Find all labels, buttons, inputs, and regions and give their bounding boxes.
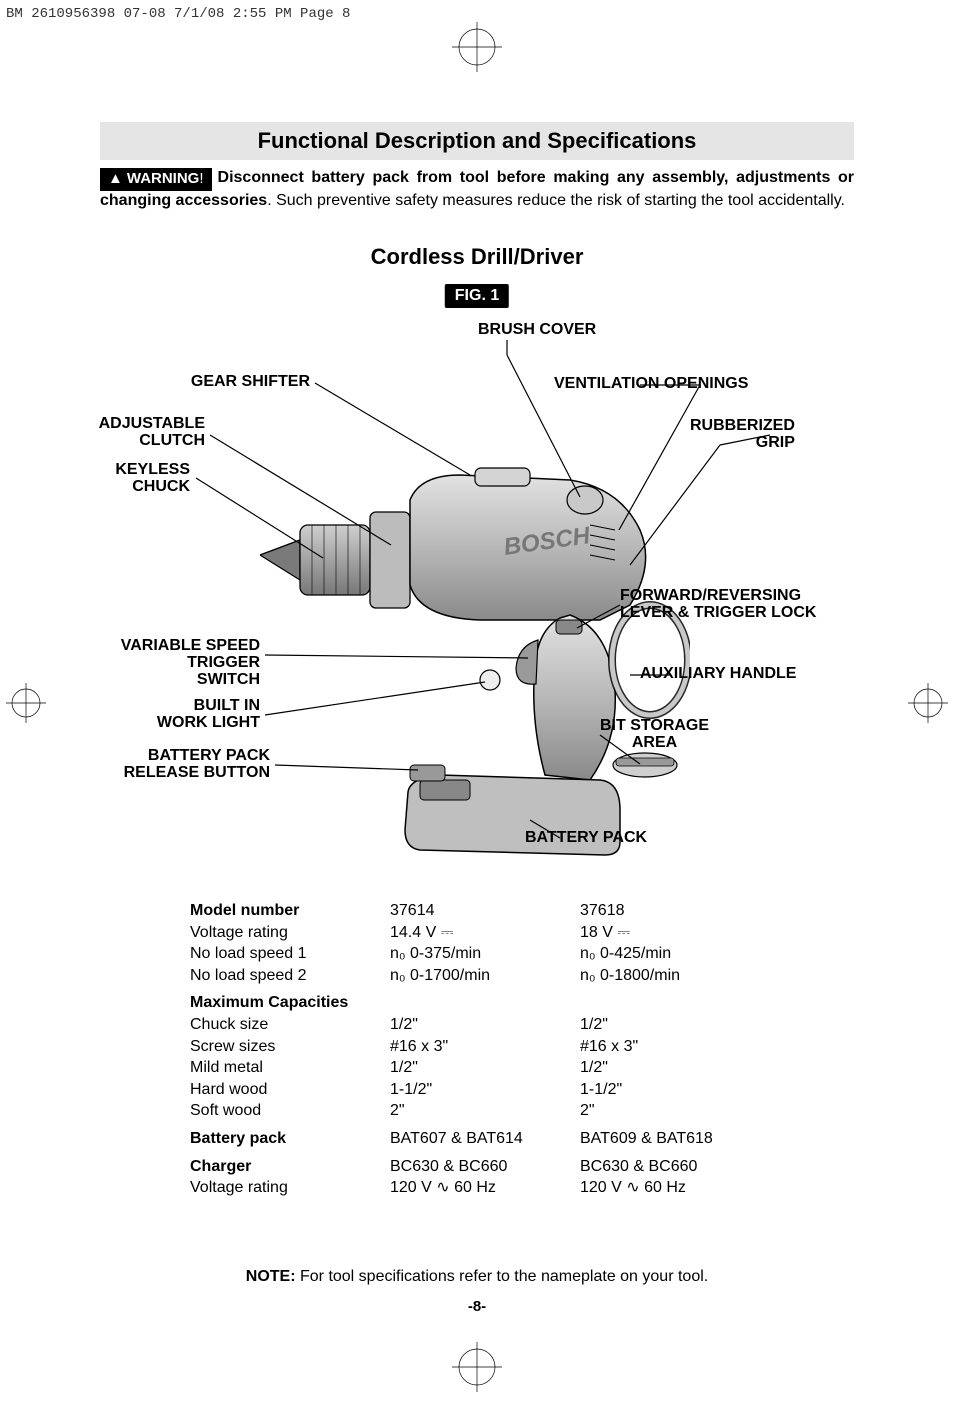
page-number: -8- xyxy=(100,1298,854,1315)
spec-col2: BAT609 & BAT618 xyxy=(580,1128,770,1150)
table-row: Model number 37614 37618 xyxy=(190,900,790,922)
callout-keyless-l2: CHUCK xyxy=(132,478,190,495)
table-row: Battery pack BAT607 & BAT614 BAT609 & BA… xyxy=(190,1128,790,1150)
callout-bit-l1: BIT STORAGE xyxy=(600,717,709,734)
spec-col2: 18 V ⎓ xyxy=(580,922,770,944)
crop-mark-top xyxy=(452,22,502,72)
table-row: Charger BC630 & BC660 BC630 & BC660 xyxy=(190,1156,790,1178)
spec-col2: n₀ 0-425/min xyxy=(580,943,770,965)
spec-label: Mild metal xyxy=(190,1057,390,1079)
spec-label: Hard wood xyxy=(190,1079,390,1101)
callout-bit-l2: AREA xyxy=(600,735,709,752)
spec-col1: 120 V ∿ 60 Hz xyxy=(390,1177,580,1199)
note-line: NOTE: For tool specifications refer to t… xyxy=(100,1268,854,1286)
callout-bitstorage: BIT STORAGE AREA xyxy=(600,718,709,752)
callout-adj-clutch: ADJUSTABLE CLUTCH xyxy=(90,416,205,450)
callout-builtin-l1: BUILT IN xyxy=(194,697,260,714)
callout-adj-clutch-l1: ADJUSTABLE xyxy=(99,415,205,432)
callout-fwd-l1: FORWARD/REVERSING xyxy=(620,587,801,604)
spec-col1: #16 x 3" xyxy=(390,1036,580,1058)
page-title: Functional Description and Specification… xyxy=(100,122,854,160)
callout-rubberized: RUBBERIZED GRIP xyxy=(690,418,795,452)
callout-var-l1: VARIABLE SPEED xyxy=(121,637,260,654)
spec-label: Chuck size xyxy=(190,1014,390,1036)
spec-col1: 37614 xyxy=(390,900,580,922)
callout-brush-cover: BRUSH COVER xyxy=(478,322,596,339)
table-row: No load speed 2 n₀ 0-1700/min n₀ 0-1800/… xyxy=(190,965,790,987)
spec-col1: 2" xyxy=(390,1100,580,1122)
crop-mark-left xyxy=(6,683,46,723)
spec-col2: 120 V ∿ 60 Hz xyxy=(580,1177,770,1199)
table-row: Chuck size 1/2" 1/2" xyxy=(190,1014,790,1036)
callout-rel-l1: BATTERY PACK xyxy=(148,747,270,764)
warning-rest-text: . Such preventive safety measures reduce… xyxy=(267,192,845,209)
callout-rubber-l2: GRIP xyxy=(690,435,795,452)
table-row: No load speed 1 n₀ 0-375/min n₀ 0-425/mi… xyxy=(190,943,790,965)
callout-builtin-l2: WORK LIGHT xyxy=(157,714,260,731)
callout-worklight: BUILT IN WORK LIGHT xyxy=(140,698,260,732)
table-row: Hard wood 1-1/2" 1-1/2" xyxy=(190,1079,790,1101)
spec-col1: 14.4 V ⎓ xyxy=(390,922,580,944)
warning-paragraph: ▲WARNING!Disconnect battery pack from to… xyxy=(100,168,854,211)
spec-col1: BAT607 & BAT614 xyxy=(390,1128,580,1150)
warning-badge: ▲WARNING! xyxy=(100,168,212,191)
spec-col1: n₀ 0-375/min xyxy=(390,943,580,965)
callout-var-speed: VARIABLE SPEED TRIGGER SWITCH xyxy=(120,638,260,688)
spec-col1: 1-1/2" xyxy=(390,1079,580,1101)
callout-fwd: FORWARD/REVERSING LEVER & TRIGGER LOCK xyxy=(620,588,816,622)
spec-col1: 1/2" xyxy=(390,1057,580,1079)
diagram-area: BOSCH xyxy=(100,320,854,890)
spec-col1: BC630 & BC660 xyxy=(390,1156,580,1178)
spec-col2: 1/2" xyxy=(580,1057,770,1079)
callout-rubber-l1: RUBBERIZED xyxy=(690,417,795,434)
callout-adj-clutch-l2: CLUTCH xyxy=(139,432,205,449)
spec-col2: 1-1/2" xyxy=(580,1079,770,1101)
spec-label: No load speed 2 xyxy=(190,965,390,987)
spec-label: Charger xyxy=(190,1156,390,1178)
table-row: Soft wood 2" 2" xyxy=(190,1100,790,1122)
max-cap-heading: Maximum Capacities xyxy=(190,992,390,1014)
table-row: Maximum Capacities xyxy=(190,992,790,1014)
spec-label: Voltage rating xyxy=(190,1177,390,1199)
warning-triangle-icon: ▲ xyxy=(108,170,123,187)
spec-col2: n₀ 0-1800/min xyxy=(580,965,770,987)
spec-col2: 37618 xyxy=(580,900,770,922)
spec-col2: 1/2" xyxy=(580,1014,770,1036)
callout-gear-shifter: GEAR SHIFTER xyxy=(160,374,310,391)
callout-ventilation: VENTILATION OPENINGS xyxy=(554,376,748,393)
callout-keyless-l1: KEYLESS xyxy=(115,461,190,478)
callout-fwd-l2: LEVER & TRIGGER LOCK xyxy=(620,604,816,621)
subtitle: Cordless Drill/Driver xyxy=(100,244,854,270)
figure-badge: FIG. 1 xyxy=(445,284,509,308)
callout-release: BATTERY PACK RELEASE BUTTON xyxy=(110,748,270,782)
spec-col2: 2" xyxy=(580,1100,770,1122)
callout-aux-handle: AUXILIARY HANDLE xyxy=(640,666,796,683)
print-meta-header: BM 2610956398 07-08 7/1/08 2:55 PM Page … xyxy=(6,6,350,22)
callout-var-l2: TRIGGER SWITCH xyxy=(187,654,260,688)
table-row: Voltage rating 14.4 V ⎓ 18 V ⎓ xyxy=(190,922,790,944)
crop-mark-bottom xyxy=(452,1342,502,1392)
spec-label: Battery pack xyxy=(190,1128,390,1150)
spec-col1: n₀ 0-1700/min xyxy=(390,965,580,987)
specifications-table: Model number 37614 37618 Voltage rating … xyxy=(190,900,790,1199)
spec-label: Soft wood xyxy=(190,1100,390,1122)
spec-label: No load speed 1 xyxy=(190,943,390,965)
table-row: Screw sizes #16 x 3" #16 x 3" xyxy=(190,1036,790,1058)
note-bold: NOTE: xyxy=(246,1268,296,1285)
spec-label: Screw sizes xyxy=(190,1036,390,1058)
warning-label: WARNING xyxy=(127,170,200,187)
spec-col1: 1/2" xyxy=(390,1014,580,1036)
note-text: For tool specifications refer to the nam… xyxy=(296,1268,709,1285)
spec-col2: #16 x 3" xyxy=(580,1036,770,1058)
callout-keyless: KEYLESS CHUCK xyxy=(100,462,190,496)
callout-rel-l2: RELEASE BUTTON xyxy=(124,764,270,781)
table-row: Mild metal 1/2" 1/2" xyxy=(190,1057,790,1079)
spec-label: Voltage rating xyxy=(190,922,390,944)
spec-col2: BC630 & BC660 xyxy=(580,1156,770,1178)
table-row: Voltage rating 120 V ∿ 60 Hz 120 V ∿ 60 … xyxy=(190,1177,790,1199)
spec-label: Model number xyxy=(190,900,390,922)
callout-battery-pack: BATTERY PACK xyxy=(525,830,647,847)
crop-mark-right xyxy=(908,683,948,723)
